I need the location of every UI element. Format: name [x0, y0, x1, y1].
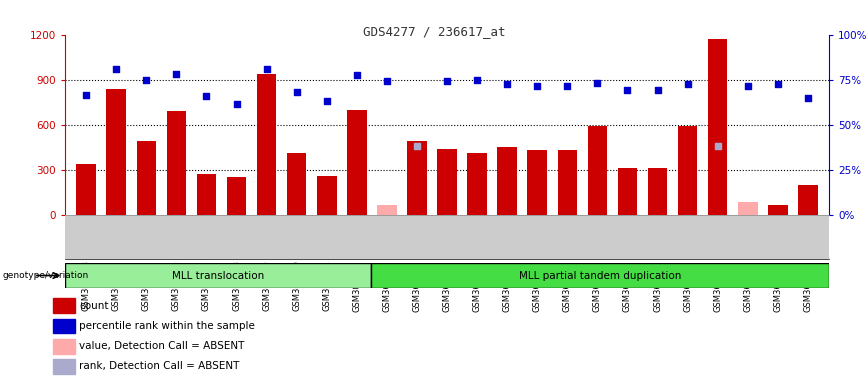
Bar — [347, 110, 366, 215]
Bar — [136, 141, 156, 215]
Bar — [107, 89, 126, 215]
Point — [79, 92, 93, 98]
Point — [319, 98, 333, 104]
Point — [711, 143, 725, 149]
Point — [651, 87, 665, 93]
Bar — [76, 164, 96, 215]
Point — [380, 78, 394, 84]
Point — [561, 83, 575, 89]
Point — [109, 66, 123, 72]
Bar — [371, 263, 829, 288]
Bar — [528, 151, 547, 215]
Bar — [377, 205, 397, 215]
Bar — [467, 153, 487, 215]
Bar — [588, 126, 607, 215]
Bar — [618, 169, 637, 215]
Point — [470, 77, 484, 83]
Bar — [437, 149, 457, 215]
Point — [801, 95, 815, 101]
Point — [169, 71, 183, 77]
Point — [590, 79, 604, 86]
Point — [681, 81, 694, 87]
Point — [229, 101, 243, 107]
Bar — [53, 359, 75, 374]
Text: rank, Detection Call = ABSENT: rank, Detection Call = ABSENT — [79, 361, 240, 371]
Bar — [65, 263, 371, 288]
Point — [771, 81, 785, 87]
Point — [140, 77, 154, 83]
Bar — [197, 174, 216, 215]
Text: MLL partial tandem duplication: MLL partial tandem duplication — [518, 270, 681, 281]
Bar — [708, 39, 727, 215]
Point — [440, 78, 454, 84]
Bar — [167, 111, 186, 215]
Bar — [678, 126, 697, 215]
Bar — [257, 74, 276, 215]
Point — [290, 89, 304, 95]
Bar — [287, 153, 306, 215]
Text: genotype/variation: genotype/variation — [3, 271, 89, 280]
Bar — [227, 177, 247, 215]
Bar — [497, 147, 517, 215]
Bar — [407, 141, 427, 215]
Text: value, Detection Call = ABSENT: value, Detection Call = ABSENT — [79, 341, 245, 351]
Point — [260, 66, 273, 72]
Bar — [738, 202, 758, 215]
Bar — [557, 151, 577, 215]
Point — [621, 87, 635, 93]
Point — [740, 83, 754, 89]
Point — [350, 72, 364, 78]
Bar — [53, 298, 75, 313]
Bar — [317, 176, 337, 215]
Bar — [53, 319, 75, 333]
Text: count: count — [79, 301, 108, 311]
Text: GDS4277 / 236617_at: GDS4277 / 236617_at — [363, 25, 505, 38]
Point — [200, 93, 214, 99]
Text: percentile rank within the sample: percentile rank within the sample — [79, 321, 255, 331]
Point — [530, 83, 544, 89]
Bar — [768, 205, 787, 215]
Bar — [648, 169, 667, 215]
Point — [410, 143, 424, 149]
Point — [500, 81, 514, 87]
Text: MLL translocation: MLL translocation — [172, 270, 264, 281]
Bar — [798, 185, 818, 215]
Bar — [53, 339, 75, 354]
